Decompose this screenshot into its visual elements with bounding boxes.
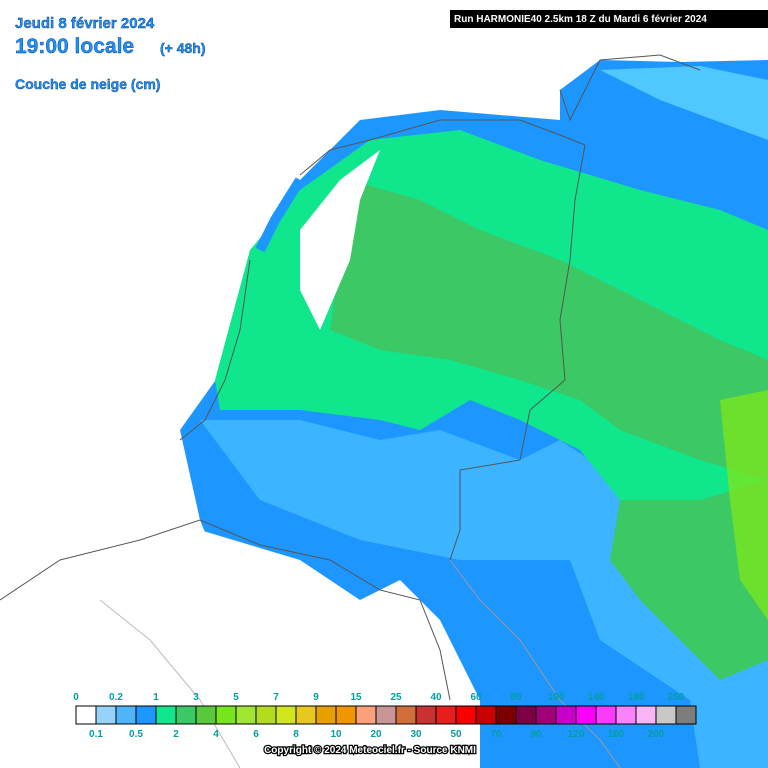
time: 19:00 locale (15, 35, 134, 58)
legend-swatch (335, 705, 357, 725)
legend-swatch (635, 705, 657, 725)
legend-label: 200 (648, 729, 665, 740)
legend-label: 6 (253, 729, 259, 740)
map-field (0, 60, 768, 768)
legend-swatch (435, 705, 457, 725)
legend-swatch (495, 705, 517, 725)
legend-label: 3 (193, 692, 199, 703)
legend-label: 1 (153, 692, 159, 703)
date: Jeudi 8 février 2024 (15, 15, 155, 32)
legend-label: 70 (490, 729, 502, 740)
legend-label: 140 (588, 692, 605, 703)
legend-swatch (555, 705, 577, 725)
legend-label: 4 (213, 729, 219, 740)
legend-swatch (255, 705, 277, 725)
legend-swatch (235, 705, 257, 725)
legend-swatch (135, 705, 157, 725)
legend-label: 0 (73, 692, 79, 703)
legend-swatch (395, 705, 417, 725)
legend-label: 80 (510, 692, 522, 703)
legend-swatch (615, 705, 637, 725)
legend-swatch (95, 705, 117, 725)
legend-label: 90 (530, 729, 542, 740)
legend-swatch (475, 705, 497, 725)
legend: 0 0.1 0.2 0.5 1 2 3 4 5 6 7 8 9 10 15 20 25 30 40 50 60 70 80 9… (73, 692, 697, 740)
legend-label: 0.2 (109, 692, 123, 703)
legend-label: 0.1 (89, 729, 103, 740)
legend-swatch (175, 705, 197, 725)
legend-swatch (535, 705, 557, 725)
legend-label: 60 (470, 692, 482, 703)
legend-label: 30 (410, 729, 422, 740)
legend-label: 25 (390, 692, 402, 703)
legend-label: 250 (668, 692, 685, 703)
copyright: Copyright © 2024 Meteociel.fr - Source K… (264, 745, 476, 756)
legend-label: 9 (313, 692, 319, 703)
legend-swatch (195, 705, 217, 725)
run-banner (450, 10, 768, 28)
legend-label: 160 (608, 729, 625, 740)
legend-label: 40 (430, 692, 442, 703)
legend-swatch (215, 705, 237, 725)
legend-swatch (155, 705, 177, 725)
legend-swatch (455, 705, 477, 725)
legend-swatch (115, 705, 137, 725)
legend-swatch (655, 705, 677, 725)
legend-swatch (595, 705, 617, 725)
legend-label: 50 (450, 729, 462, 740)
legend-swatch (275, 705, 297, 725)
legend-label: 120 (568, 729, 585, 740)
legend-label: 20 (370, 729, 382, 740)
legend-swatch (575, 705, 597, 725)
legend-label: 7 (273, 692, 279, 703)
run-label: Run HARMONIE40 2.5km 18 Z du Mardi 6 fév… (454, 14, 707, 25)
legend-label: 5 (233, 692, 239, 703)
legend-swatch (295, 705, 317, 725)
field-name: Couche de neige (cm) (15, 76, 160, 92)
borders (0, 54, 701, 768)
legend-swatch (355, 705, 377, 725)
legend-swatch (415, 705, 437, 725)
legend-label: 180 (628, 692, 645, 703)
legend-label: 2 (173, 729, 179, 740)
legend-swatch (515, 705, 537, 725)
legend-label: 0.5 (129, 729, 143, 740)
legend-swatch (675, 705, 697, 725)
legend-label: 10 (330, 729, 342, 740)
legend-label: 100 (548, 692, 565, 703)
legend-label: 15 (350, 692, 362, 703)
legend-swatch (75, 705, 97, 725)
lead-time: (+ 48h) (160, 40, 206, 56)
legend-swatch (375, 705, 397, 725)
legend-label: 8 (293, 729, 299, 740)
legend-swatch (315, 705, 337, 725)
